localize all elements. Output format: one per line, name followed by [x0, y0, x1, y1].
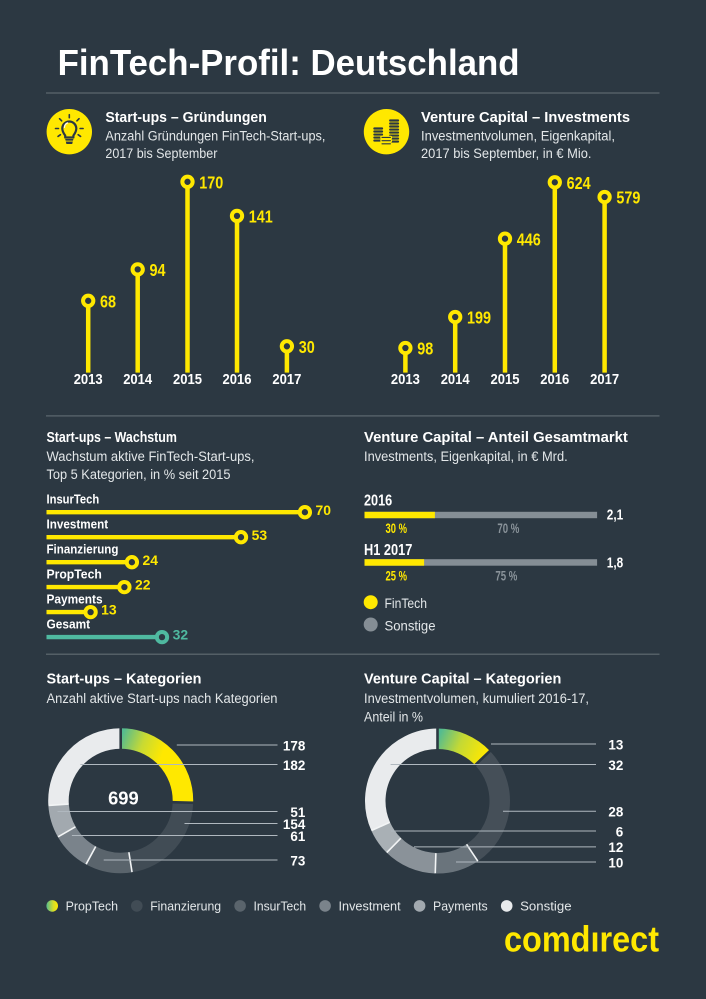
svg-text:199: 199 — [467, 308, 491, 328]
svg-text:Finanzierung: Finanzierung — [47, 543, 119, 557]
svg-text:FinTech: FinTech — [385, 595, 428, 611]
svg-text:141: 141 — [249, 207, 273, 227]
svg-text:25 %: 25 % — [386, 567, 408, 583]
svg-text:579: 579 — [616, 188, 640, 208]
svg-text:30: 30 — [299, 337, 315, 357]
svg-text:Anzahl aktive Start-ups nach K: Anzahl aktive Start-ups nach Kategorien — [47, 691, 278, 706]
svg-text:2017 bis September, in € Mio.: 2017 bis September, in € Mio. — [421, 146, 592, 161]
svg-text:Wachstum aktive FinTech-Start-: Wachstum aktive FinTech-Start-ups, — [47, 449, 255, 464]
svg-text:61: 61 — [290, 829, 305, 844]
svg-text:Anzahl Gründungen FinTech-Star: Anzahl Gründungen FinTech-Start-ups, — [105, 128, 325, 143]
svg-text:154: 154 — [283, 817, 306, 832]
svg-text:2017: 2017 — [590, 371, 619, 388]
svg-text:Sonstige: Sonstige — [520, 898, 572, 913]
svg-text:2015: 2015 — [173, 371, 202, 388]
svg-text:10: 10 — [608, 855, 623, 870]
svg-text:InsurTech: InsurTech — [254, 898, 307, 913]
svg-text:Venture Capital – Kategorien: Venture Capital – Kategorien — [364, 672, 561, 688]
svg-text:624: 624 — [567, 173, 591, 193]
svg-text:PropTech: PropTech — [47, 568, 102, 582]
svg-text:2016: 2016 — [364, 493, 392, 510]
svg-text:94: 94 — [150, 260, 166, 280]
svg-text:2017 bis September: 2017 bis September — [105, 146, 217, 161]
svg-text:98: 98 — [417, 339, 433, 359]
svg-text:446: 446 — [517, 229, 541, 249]
svg-text:22: 22 — [135, 578, 151, 593]
svg-text:75 %: 75 % — [495, 567, 517, 583]
svg-text:H1 2017: H1 2017 — [364, 542, 412, 559]
svg-text:178: 178 — [283, 738, 306, 753]
svg-text:Top 5 Kategorien, in % seit 20: Top 5 Kategorien, in % seit 2015 — [47, 467, 231, 482]
svg-text:24: 24 — [143, 553, 159, 568]
svg-text:2013: 2013 — [391, 371, 420, 388]
svg-text:Payments: Payments — [47, 593, 103, 607]
svg-text:6: 6 — [616, 824, 624, 839]
svg-text:2017: 2017 — [272, 371, 301, 388]
svg-text:2013: 2013 — [74, 371, 103, 388]
svg-text:699: 699 — [108, 788, 139, 808]
svg-text:30 %: 30 % — [386, 520, 408, 536]
svg-text:comdırect: comdırect — [504, 919, 659, 960]
svg-text:Investmentvolumen, Eigenkapita: Investmentvolumen, Eigenkapital, — [421, 128, 615, 143]
svg-text:Investment: Investment — [339, 898, 401, 913]
svg-text:2015: 2015 — [491, 371, 520, 388]
svg-text:70: 70 — [316, 503, 332, 518]
svg-text:PropTech: PropTech — [66, 898, 119, 913]
svg-text:170: 170 — [199, 172, 223, 192]
svg-text:51: 51 — [290, 805, 305, 820]
svg-text:Sonstige: Sonstige — [385, 617, 436, 633]
svg-text:Investment: Investment — [47, 518, 109, 532]
svg-text:70 %: 70 % — [497, 520, 519, 536]
svg-text:Investments, Eigenkapital, in: Investments, Eigenkapital, in € Mrd. — [364, 449, 568, 464]
svg-text:Start-ups – Gründungen: Start-ups – Gründungen — [105, 110, 266, 126]
svg-text:13: 13 — [101, 603, 117, 618]
svg-text:68: 68 — [100, 291, 116, 311]
svg-text:2014: 2014 — [441, 371, 470, 388]
svg-text:28: 28 — [608, 805, 623, 820]
svg-text:FinTech-Profil: Deutschland: FinTech-Profil: Deutschland — [58, 42, 520, 83]
svg-text:Start-ups – Kategorien: Start-ups – Kategorien — [47, 672, 202, 688]
svg-text:32: 32 — [173, 628, 189, 643]
svg-text:182: 182 — [283, 758, 305, 773]
svg-text:13: 13 — [608, 737, 623, 752]
svg-text:Finanzierung: Finanzierung — [150, 898, 221, 913]
svg-text:Anteil in %: Anteil in % — [364, 709, 423, 724]
svg-text:Gesamt: Gesamt — [47, 618, 91, 632]
svg-text:53: 53 — [252, 528, 268, 543]
svg-text:12: 12 — [608, 840, 623, 855]
svg-text:2,1: 2,1 — [607, 507, 623, 524]
svg-text:InsurTech: InsurTech — [47, 493, 100, 507]
svg-text:2014: 2014 — [123, 371, 152, 388]
svg-text:1,8: 1,8 — [607, 554, 623, 571]
svg-text:2016: 2016 — [540, 371, 569, 388]
svg-text:Payments: Payments — [433, 898, 488, 913]
svg-text:Investmentvolumen, kumuliert 2: Investmentvolumen, kumuliert 2016-17, — [364, 691, 589, 706]
svg-text:2016: 2016 — [223, 371, 252, 388]
svg-text:73: 73 — [290, 853, 305, 868]
svg-text:32: 32 — [608, 758, 623, 773]
svg-text:Venture Capital – Investments: Venture Capital – Investments — [421, 110, 630, 126]
svg-text:Venture Capital – Anteil Gesam: Venture Capital – Anteil Gesamtmarkt — [364, 430, 628, 446]
svg-text:Start-ups – Wachstum: Start-ups – Wachstum — [47, 430, 177, 446]
